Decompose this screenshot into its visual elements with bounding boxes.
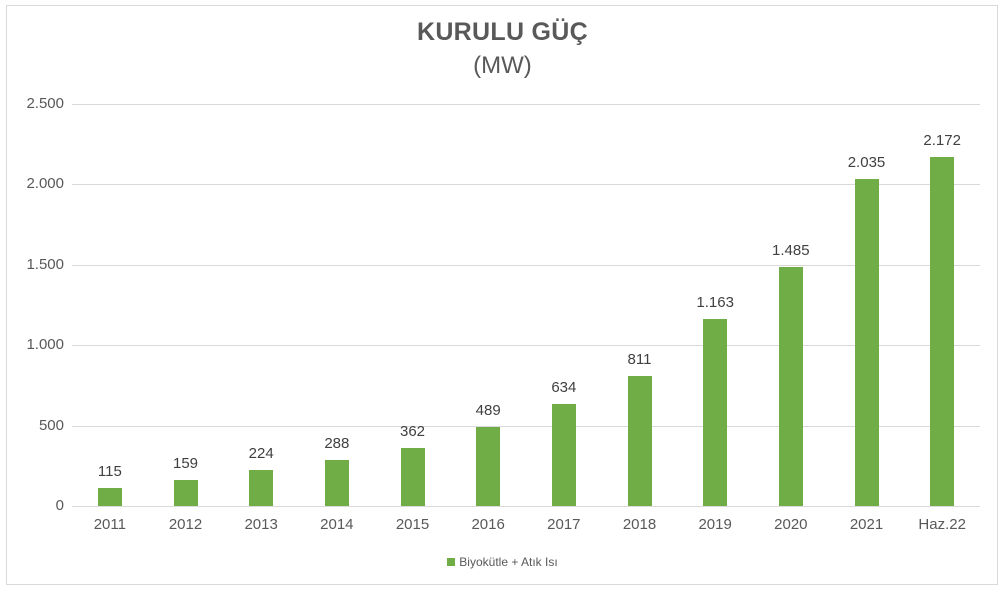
gridline — [72, 184, 980, 186]
x-tick-label: 2016 — [471, 516, 505, 533]
legend-label: Biyokütle + Atık Isı — [459, 555, 558, 569]
x-tick-label: 2014 — [320, 516, 354, 533]
bar-value-label: 2.172 — [923, 131, 961, 149]
bar — [476, 427, 501, 506]
bar-value-label: 489 — [475, 402, 501, 420]
chart-subtitle: (MW) — [473, 52, 532, 79]
bar — [97, 487, 122, 506]
y-tick-label: 1.000 — [26, 336, 64, 354]
x-tick-label: 2020 — [774, 516, 808, 533]
x-tick-label: Haz.22 — [918, 516, 966, 533]
bar-value-label: 634 — [551, 379, 577, 397]
y-tick-label: 1.500 — [26, 255, 64, 273]
x-tick-label: 2011 — [93, 516, 126, 533]
bar-value-label: 159 — [172, 455, 199, 473]
gridline — [72, 104, 980, 105]
gridline — [72, 425, 980, 427]
x-tick-label: 2019 — [698, 516, 732, 533]
plot-area: 0 500 1.000 1.500 2.000 2.500 115 2011 159 2012 22… — [26, 95, 980, 533]
bar-value-label: 362 — [399, 422, 426, 440]
bar-value-label: 1.485 — [772, 242, 810, 260]
gridline — [72, 506, 980, 507]
bar — [703, 319, 728, 506]
bar — [173, 480, 198, 506]
gridline — [72, 264, 980, 266]
bar-value-label: 115 — [97, 462, 122, 480]
bar — [854, 178, 879, 506]
y-tick-label: 2.000 — [26, 175, 64, 193]
legend: Biyokütle + Atık Isı — [0, 555, 1005, 569]
bar — [627, 375, 652, 506]
x-tick-label: 2012 — [168, 516, 203, 533]
x-tick-label: 2015 — [395, 516, 430, 533]
bar — [324, 459, 349, 506]
chart-title: KURULU GÜÇ — [416, 18, 589, 46]
bar — [551, 404, 576, 506]
y-tick-label: 500 — [38, 416, 64, 434]
bar — [249, 469, 274, 506]
bar-value-label: 1.163 — [696, 293, 734, 311]
gridline — [72, 345, 980, 347]
bar — [400, 447, 425, 506]
bar-value-label: 224 — [248, 444, 274, 462]
bar-value-label: 811 — [627, 350, 652, 368]
bar-value-label: 2.035 — [847, 153, 886, 171]
y-tick-label: 2.500 — [26, 95, 64, 112]
bar — [778, 267, 803, 506]
x-tick-label: 2017 — [547, 516, 581, 533]
x-tick-label: 2013 — [244, 516, 278, 533]
bar — [930, 156, 955, 506]
chart-frame — [6, 5, 998, 585]
y-tick-label: 0 — [55, 497, 64, 514]
x-tick-label: 2018 — [622, 516, 657, 533]
bar-value-label: 288 — [324, 434, 350, 452]
legend-swatch-icon — [447, 558, 456, 566]
x-tick-label: 2021 — [849, 516, 884, 533]
